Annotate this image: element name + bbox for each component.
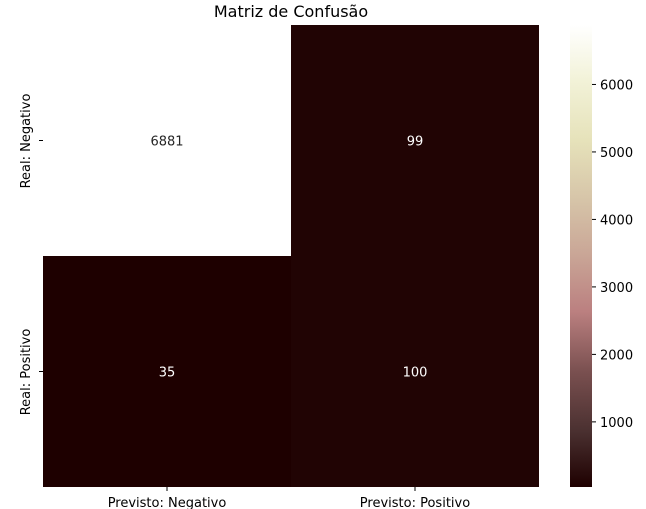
colorbar-ticks: 1000 2000 3000 4000 5000 6000 bbox=[592, 78, 633, 431]
colorbar-tick-label: 3000 bbox=[600, 281, 633, 296]
y-axis: Real: Negativo Real: Positivo bbox=[19, 94, 43, 416]
colorbar-tick-label: 1000 bbox=[600, 416, 633, 431]
colorbar-tick-label: 5000 bbox=[600, 146, 633, 161]
x-tick-label-previsto-positivo: Previsto: Positivo bbox=[360, 496, 470, 509]
colorbar-tick-label: 4000 bbox=[600, 213, 633, 228]
colorbar-tick-label: 2000 bbox=[600, 348, 633, 363]
x-axis: Previsto: Negativo Previsto: Positivo bbox=[108, 487, 470, 509]
heatmap-cells bbox=[43, 25, 539, 487]
y-tick-label-real-negativo: Real: Negativo bbox=[19, 94, 34, 189]
y-tick-label-real-positivo: Real: Positivo bbox=[19, 329, 34, 416]
heatmap-cell-r0-c1 bbox=[291, 25, 539, 256]
heatmap-cell-labels: 6881 99 35 100 bbox=[150, 135, 427, 381]
heatmap-cell-r0-c0 bbox=[43, 25, 291, 256]
cell-value-label: 6881 bbox=[150, 135, 183, 150]
colorbar-gradient bbox=[570, 25, 592, 487]
x-tick-label-previsto-negativo: Previsto: Negativo bbox=[108, 496, 227, 509]
cell-value-label: 35 bbox=[159, 366, 176, 381]
heatmap-cell-r1-c1 bbox=[291, 256, 539, 487]
colorbar: 1000 2000 3000 4000 5000 6000 bbox=[570, 25, 633, 487]
colorbar-tick-label: 6000 bbox=[600, 78, 633, 93]
heatmap-cell-r1-c0 bbox=[43, 256, 291, 487]
chart-title: Matriz de Confusão bbox=[214, 2, 368, 21]
cell-value-label: 99 bbox=[407, 135, 424, 150]
cell-value-label: 100 bbox=[403, 366, 428, 381]
